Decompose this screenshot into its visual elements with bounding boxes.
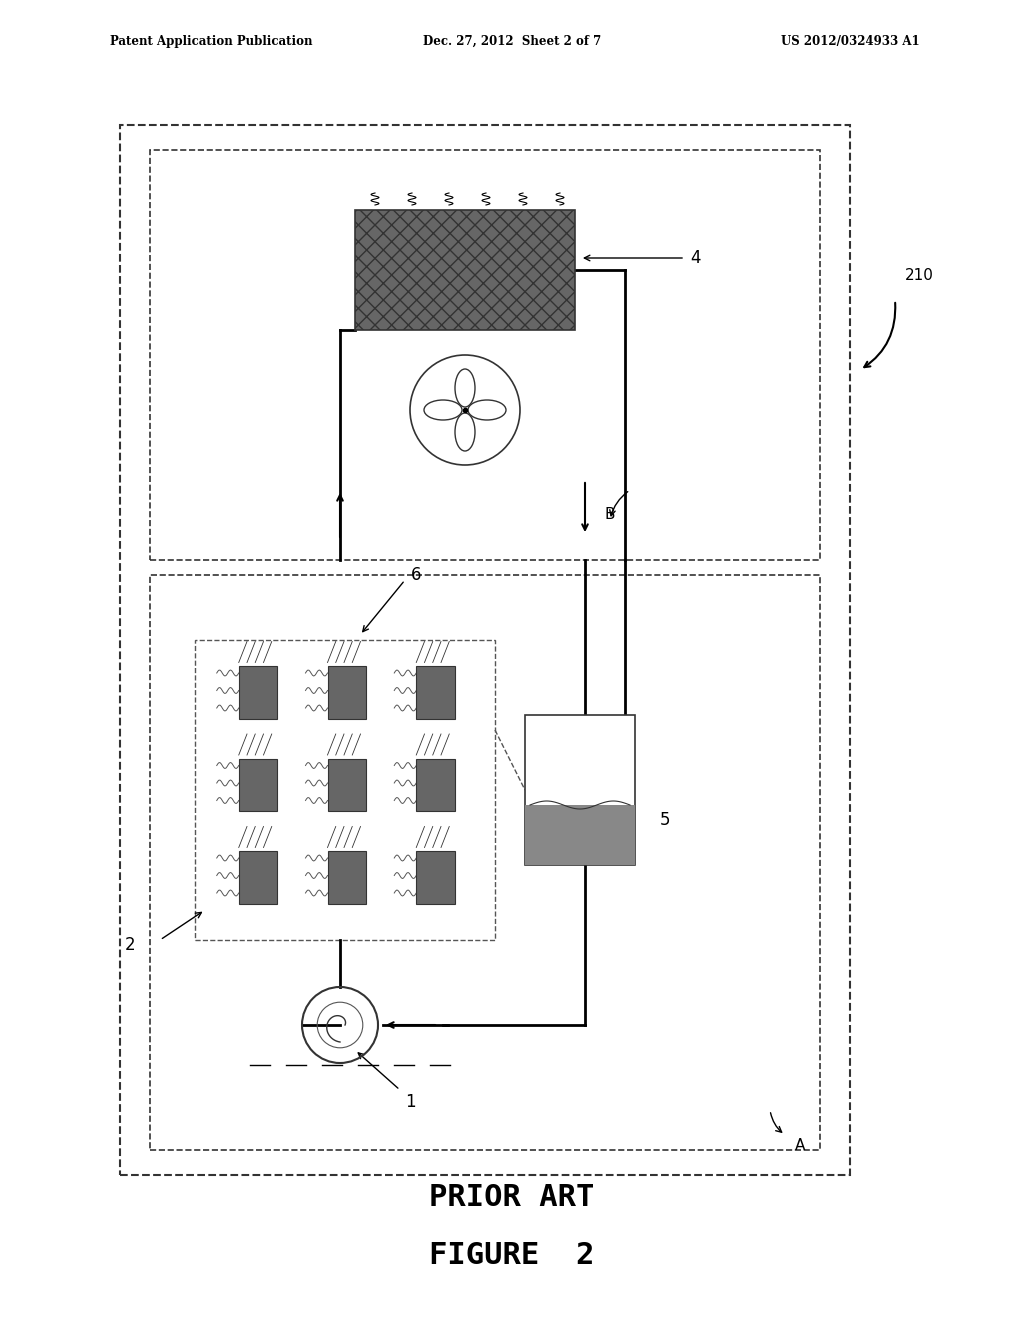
Bar [525,715,635,865]
Text: Dec. 27, 2012  Sheet 2 of 7: Dec. 27, 2012 Sheet 2 of 7 [423,36,601,48]
Text: 6: 6 [411,566,422,583]
Text: US 2012/0324933 A1: US 2012/0324933 A1 [781,36,920,48]
Bar [328,667,366,718]
Bar [328,759,366,810]
Text: 210: 210 [905,268,934,282]
Text: 4: 4 [690,249,700,267]
Bar [239,851,278,903]
Text: Patent Application Publication: Patent Application Publication [110,36,312,48]
Text: PRIOR ART: PRIOR ART [429,1184,595,1213]
Text: B: B [605,507,615,523]
Bar [239,759,278,810]
Bar [525,805,635,865]
Bar [355,210,575,330]
Text: A: A [795,1138,805,1152]
Text: FIGURE  2: FIGURE 2 [429,1241,595,1270]
Text: 1: 1 [406,1093,416,1111]
Bar [416,667,455,718]
Text: 5: 5 [660,810,671,829]
Bar [328,851,366,903]
Text: 2: 2 [124,936,135,954]
Bar [416,759,455,810]
Bar [239,667,278,718]
Bar [416,851,455,903]
